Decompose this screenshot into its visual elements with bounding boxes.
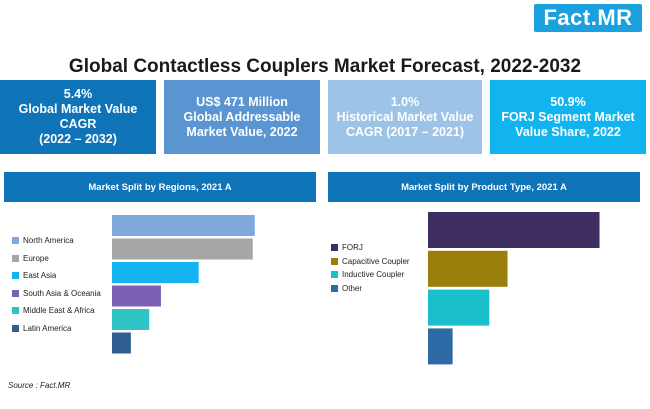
legend-label: North America [23, 236, 74, 245]
bar-capacitive-coupler [428, 250, 508, 287]
product-chart-title: Market Split by Product Type, 2021 A [328, 172, 640, 202]
bar-east-asia [112, 262, 199, 283]
stat-card-addressable-value: US$ 471 Million Global Addressable Marke… [164, 80, 320, 154]
legend-item: Inductive Coupler [331, 270, 404, 279]
legend-label: Europe [23, 253, 49, 263]
page-title: Global Contactless Couplers Market Forec… [68, 56, 582, 77]
legend-label: Capacitive Coupler [342, 256, 410, 266]
legend-item: North America [12, 236, 74, 245]
stat-line: CAGR (2017 – 2021) [345, 124, 465, 139]
stat-line: 50.9% [550, 94, 586, 109]
legend-item: Latin America [12, 324, 71, 333]
legend-swatch [12, 254, 19, 262]
bar-latin-america [112, 332, 131, 354]
stat-line: Historical Market Value [336, 109, 474, 124]
source-note: Source : Fact.MR [8, 381, 71, 390]
legend-swatch [12, 237, 19, 244]
stat-line: Market Value, 2022 [186, 124, 298, 139]
regions-chart-title: Market Split by Regions, 2021 A [4, 172, 316, 202]
stat-line: Global Addressable [183, 109, 301, 124]
legend-swatch [12, 324, 19, 332]
bar-middle-east-africa [112, 309, 150, 330]
bar-other [428, 328, 453, 365]
stat-line: 1.0% [390, 94, 420, 109]
legend-swatch [331, 271, 338, 278]
legend-swatch [12, 289, 19, 297]
legend-swatch [12, 307, 19, 314]
legend-label: Middle East & Africa [23, 306, 95, 315]
brand-logo: Fact.MR [534, 4, 642, 32]
stat-card-market-cagr: 5.4% Global Market Value CAGR (2022 – 20… [0, 80, 156, 154]
legend-swatch [331, 257, 338, 265]
legend-label: East Asia [23, 271, 57, 280]
stat-line: 5.4% [63, 87, 93, 101]
legend-label: Latin America [23, 323, 72, 333]
bar-north-america [112, 215, 255, 236]
stat-line: Global Market Value [18, 102, 138, 116]
legend-label: South Asia & Oceania [23, 288, 101, 298]
stat-line: FORJ Segment Market [501, 109, 635, 124]
legend-swatch [12, 272, 19, 279]
stat-line: US$ 471 Million [196, 94, 288, 109]
stat-line: Value Share, 2022 [515, 124, 621, 139]
legend-label: FORJ [342, 243, 363, 252]
legend-item: South Asia & Oceania [12, 289, 101, 298]
legend-swatch [331, 244, 338, 251]
stat-card-forj-share: 50.9% FORJ Segment Market Value Share, 2… [490, 80, 646, 154]
bar-europe [112, 238, 253, 260]
legend-item: East Asia [12, 271, 56, 280]
legend-item: Middle East & Africa [12, 306, 95, 315]
legend-item: Other [331, 284, 362, 293]
legend-item: FORJ [331, 243, 363, 252]
bar-south-asia-oceania [112, 285, 161, 307]
legend-label: Other [342, 283, 363, 293]
bar-forj [428, 212, 600, 248]
stat-card-historical-cagr: 1.0% Historical Market Value CAGR (2017 … [328, 80, 482, 154]
legend-swatch [331, 284, 338, 292]
stat-line: (2022 – 2032) [39, 132, 117, 146]
legend-label: Inductive Coupler [342, 270, 405, 279]
legend-item: Capacitive Coupler [331, 257, 410, 266]
bar-inductive-coupler [428, 289, 490, 326]
stat-line: CAGR [59, 117, 97, 131]
legend-item: Europe [12, 254, 49, 263]
